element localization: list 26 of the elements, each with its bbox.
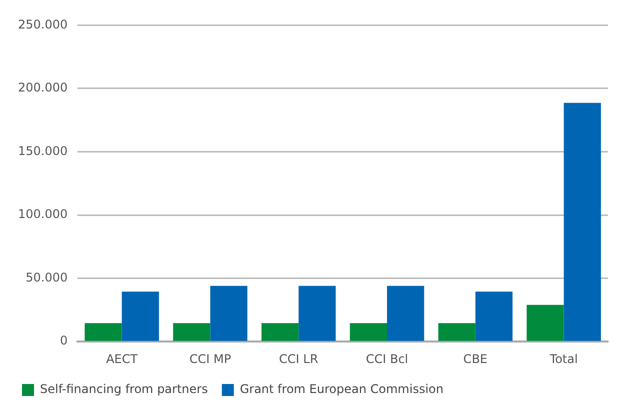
x-tick-label: CCI LR (279, 352, 318, 366)
x-tick-label: Total (548, 352, 578, 366)
bar (438, 323, 476, 341)
bar (564, 102, 601, 341)
legend-label: Self-financing from partners (40, 382, 208, 396)
bar (475, 292, 513, 341)
x-tick-label: CCI Bcl (366, 352, 408, 366)
x-tick-label: CCI MP (189, 352, 232, 366)
bar (84, 323, 122, 341)
y-tick-label: 250.000 (18, 17, 68, 32)
bar (122, 292, 159, 341)
bar (261, 323, 299, 341)
y-tick-label: 50.000 (26, 270, 68, 284)
bar (387, 286, 424, 341)
y-tick-label: 0 (60, 334, 68, 348)
y-tick-label: 100.000 (18, 207, 68, 222)
x-tick-label: AECT (106, 352, 138, 366)
y-tick-label: 200.000 (18, 80, 68, 95)
bar (210, 286, 248, 341)
legend-label: Grant from European Commission (240, 382, 444, 396)
x-tick-label: CBE (463, 352, 488, 366)
y-tick-label: 150.000 (18, 144, 68, 158)
bar (173, 323, 210, 341)
bar (526, 304, 564, 341)
bar (298, 286, 336, 341)
bar (350, 323, 388, 341)
